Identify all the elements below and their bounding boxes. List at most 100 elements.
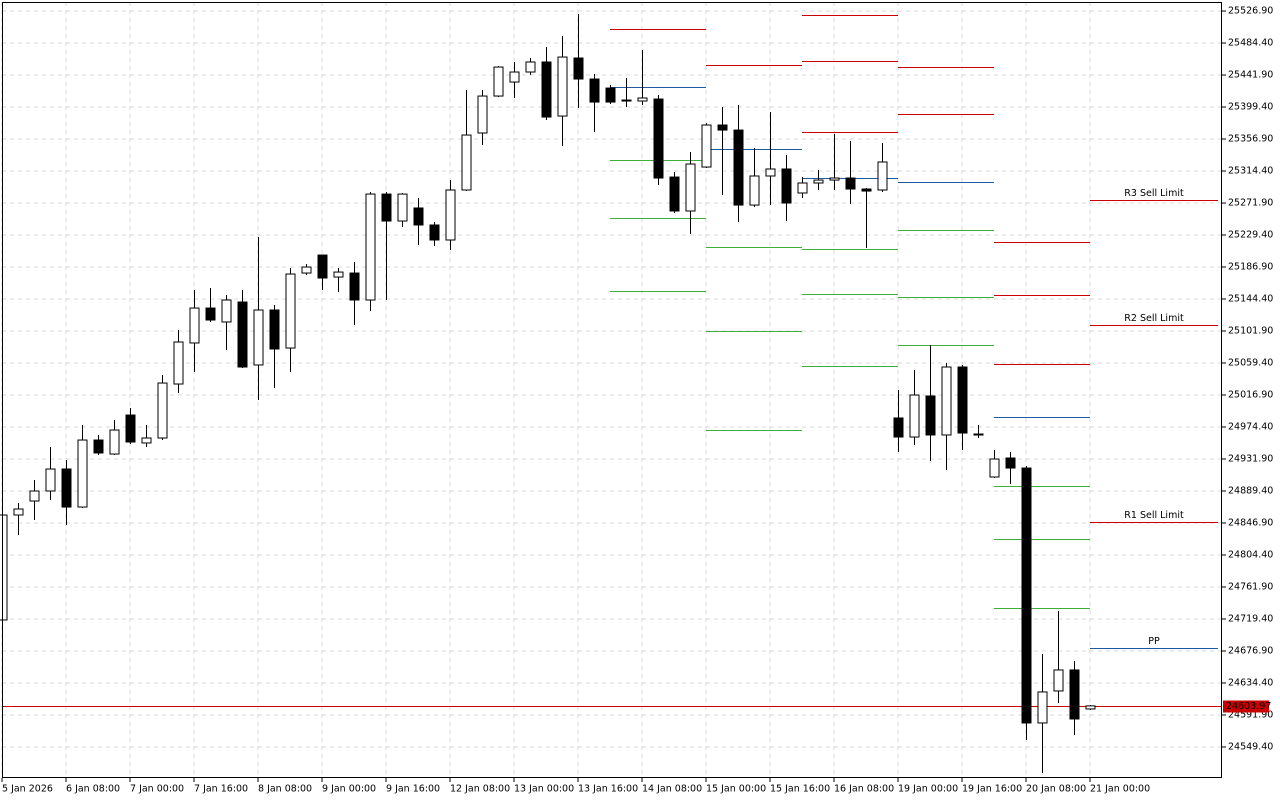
y-tick-label: 24846.90 (1228, 517, 1273, 528)
candle-body (957, 366, 968, 434)
candle-body (717, 124, 728, 131)
candle-body (205, 307, 216, 321)
y-tick-label: 24634.40 (1228, 677, 1273, 688)
candle-body (925, 395, 936, 436)
candle-body (701, 124, 712, 168)
candle-body (381, 193, 392, 222)
x-tick-label: 20 Jan 08:00 (1026, 784, 1086, 795)
candle-body (93, 439, 104, 454)
candle-body (493, 66, 504, 97)
y-tick-label: 24549.40 (1228, 741, 1273, 752)
candle-body (77, 439, 88, 508)
candle-body (1069, 669, 1080, 720)
candle-body (45, 468, 56, 492)
candle-body (557, 56, 568, 117)
candle-body (461, 134, 472, 191)
grid (1, 2, 1222, 778)
y-tick-label: 24804.40 (1228, 549, 1273, 560)
y-tick-label: 25484.40 (1228, 38, 1273, 49)
y-tick-label: 24931.90 (1228, 454, 1273, 465)
candles (0, 14, 1096, 773)
current-price-label: 24603.97 (1226, 701, 1271, 712)
y-tick-label: 25271.90 (1228, 198, 1273, 209)
candle-body (109, 429, 120, 455)
x-tick-label: 8 Jan 08:00 (258, 784, 312, 795)
candle-body (621, 99, 632, 102)
candle-body (349, 272, 360, 301)
y-tick-label: 24591.90 (1228, 709, 1273, 720)
x-tick-label: 15 Jan 16:00 (770, 784, 830, 795)
candle-body (429, 224, 440, 241)
candle-body (1085, 705, 1096, 710)
level-label: R1 Sell Limit (1124, 510, 1184, 521)
candle-body (509, 71, 520, 83)
x-tick-label: 15 Jan 00:00 (706, 784, 766, 795)
y-tick-label: 25186.90 (1228, 262, 1273, 273)
level-label: R3 Sell Limit (1124, 188, 1184, 199)
candle-body (653, 98, 664, 179)
y-tick-label: 25059.40 (1228, 358, 1273, 369)
y-tick-label: 24889.40 (1228, 485, 1273, 496)
candle-body (173, 341, 184, 385)
candle-body (877, 161, 888, 191)
y-tick-label: 25399.40 (1228, 102, 1273, 113)
candle-body (269, 309, 280, 350)
x-tick-label: 7 Jan 16:00 (194, 784, 248, 795)
level-label: PP (1148, 636, 1160, 647)
pivot-levels: R3 Sell Limit R2 Sell Limit R1 Sell Limit P… (2, 15, 1222, 707)
candle-body (189, 307, 200, 344)
candle-body (13, 508, 24, 516)
candle-body (29, 490, 40, 502)
candle-body (141, 437, 152, 444)
y-tick-label: 24676.90 (1228, 645, 1273, 656)
candle-body (0, 514, 8, 621)
x-tick-label: 13 Jan 16:00 (578, 784, 638, 795)
x-tick-label: 19 Jan 00:00 (898, 784, 958, 795)
y-tick-label: 24974.40 (1228, 422, 1273, 433)
candle-body (397, 193, 408, 222)
candle-body (861, 188, 872, 192)
y-tick-label: 25441.90 (1228, 70, 1273, 81)
candle-body (781, 168, 792, 204)
candle-body (125, 414, 136, 443)
candle-body (941, 366, 952, 436)
candle-body (637, 97, 648, 102)
x-tick-label: 9 Jan 16:00 (386, 784, 440, 795)
level-label: R2 Sell Limit (1124, 313, 1184, 324)
x-tick-label: 5 Jan 2026 (2, 784, 53, 795)
candle-body (317, 254, 328, 279)
y-tick-label: 25144.40 (1228, 294, 1273, 305)
candle-body (685, 163, 696, 212)
candle-body (61, 468, 72, 508)
candle-body (573, 57, 584, 80)
candle-body (749, 175, 760, 206)
candle-body (1053, 669, 1064, 692)
candle-body (845, 177, 856, 190)
candle-body (973, 433, 984, 436)
candle-body (989, 458, 1000, 478)
candle-body (765, 168, 776, 177)
y-tick-label: 24761.90 (1228, 581, 1273, 592)
candle-body (605, 87, 616, 103)
x-tick-label: 7 Jan 00:00 (130, 784, 184, 795)
x-tick-label: 9 Jan 00:00 (322, 784, 376, 795)
y-tick-label: 25526.90 (1228, 6, 1273, 17)
x-tick-label: 13 Jan 00:00 (514, 784, 574, 795)
candle-body (733, 129, 744, 206)
candle-body (525, 61, 536, 73)
candle-body (909, 394, 920, 438)
candle-body (333, 271, 344, 278)
y-tick-label: 24719.40 (1228, 613, 1273, 624)
candle-body (285, 273, 296, 349)
x-tick-label: 12 Jan 08:00 (450, 784, 510, 795)
candle-body (221, 299, 232, 323)
candle-body (301, 266, 312, 274)
y-tick-label: 25229.40 (1228, 230, 1273, 241)
plot-frame (2, 2, 1222, 778)
x-tick-label: 16 Jan 08:00 (834, 784, 894, 795)
candle-body (1021, 467, 1032, 724)
candle-body (157, 382, 168, 439)
